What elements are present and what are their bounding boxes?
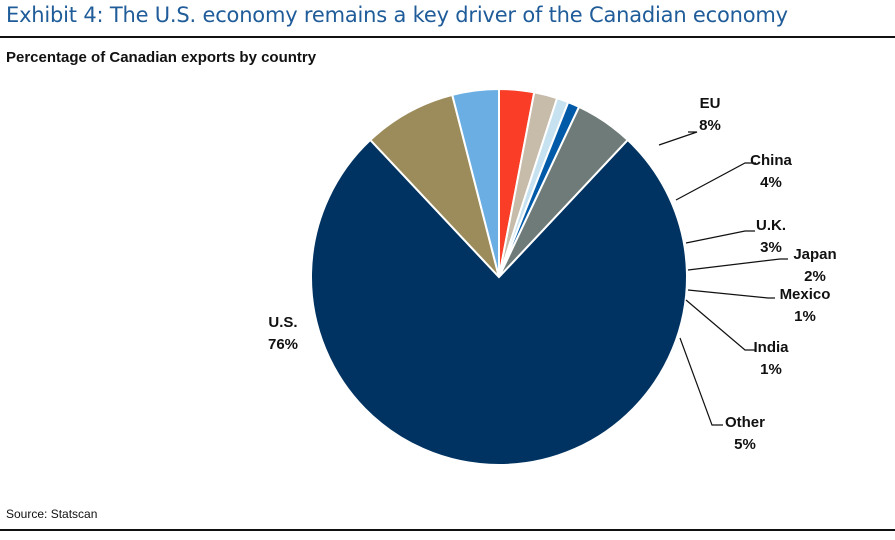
leader-lines xyxy=(658,131,788,426)
slice-label-u-k: U.K. xyxy=(756,217,786,234)
leader-line-mexico xyxy=(687,289,775,299)
slice-value-china: 4% xyxy=(760,174,782,191)
slice-label-japan: Japan xyxy=(793,246,836,263)
slice-label-u-s: U.S. xyxy=(268,314,297,331)
chart-subtitle: Percentage of Canadian exports by countr… xyxy=(6,49,317,66)
bottom-rule xyxy=(0,529,895,531)
slice-value-u-k: 3% xyxy=(760,239,782,256)
slice-value-u-s: 76% xyxy=(268,336,298,353)
source-note: Source: Statscan xyxy=(6,507,98,521)
slice-label-eu: EU xyxy=(700,95,721,112)
pie-slice-other xyxy=(498,105,630,278)
slice-label-mexico: Mexico xyxy=(780,286,831,303)
pie-slice-eu xyxy=(368,93,500,278)
slice-label-india: India xyxy=(753,339,789,356)
slice-value-eu: 8% xyxy=(699,117,721,134)
slice-value-japan: 2% xyxy=(804,268,826,285)
pie-slice-u-s xyxy=(310,138,688,466)
exhibit-title: Exhibit 4: The U.S. economy remains a ke… xyxy=(6,3,788,27)
leader-line-u-k xyxy=(685,230,755,244)
slice-labels: U.S. 76% EU 8% China 4% U.K. 3% Japan 2%Mexico 1% I… xyxy=(268,95,837,453)
pie-slices xyxy=(310,87,688,466)
leader-line-china xyxy=(675,162,756,201)
slice-label-other: Other xyxy=(725,414,765,431)
leader-line-other xyxy=(679,337,723,426)
slice-value-mexico: 1% xyxy=(794,308,816,325)
slice-value-india: 1% xyxy=(760,361,782,378)
top-rule xyxy=(0,36,895,38)
leader-line-eu xyxy=(658,131,698,146)
slice-label-china: China xyxy=(750,152,792,169)
leader-line-japan xyxy=(687,258,788,271)
slice-value-other: 5% xyxy=(734,436,756,453)
leader-line-india xyxy=(685,299,755,351)
